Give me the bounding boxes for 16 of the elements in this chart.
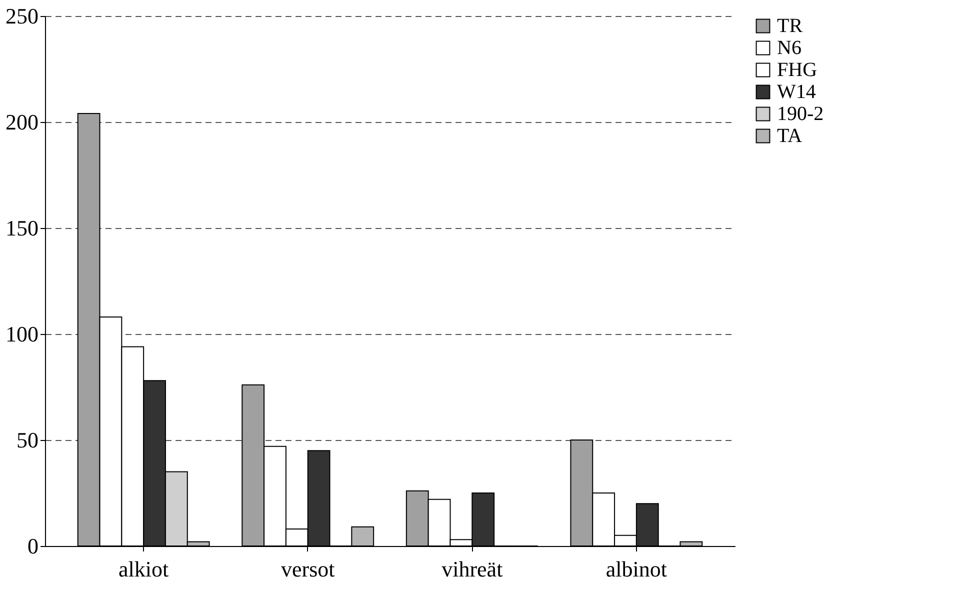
y-tick-label: 100 [6,322,38,346]
legend-label: TA [777,125,803,147]
legend-label: 190-2 [777,103,824,125]
y-tick-label: 0 [28,534,38,558]
x-tick-label: versot [280,556,335,582]
legend-label: W14 [777,81,816,103]
y-tick-label: 150 [6,216,38,240]
x-tick-label: alkiot [118,556,169,582]
y-tick-label: 250 [6,4,38,28]
legend-label: FHG [777,59,818,81]
y-tick-label: 200 [6,110,38,134]
legend-label: TR [777,15,804,37]
x-tick-label: vihreät [442,556,503,582]
legend-label: N6 [777,37,802,59]
y-tick-label: 50 [16,428,38,452]
x-tick-label: albinot [606,556,667,582]
